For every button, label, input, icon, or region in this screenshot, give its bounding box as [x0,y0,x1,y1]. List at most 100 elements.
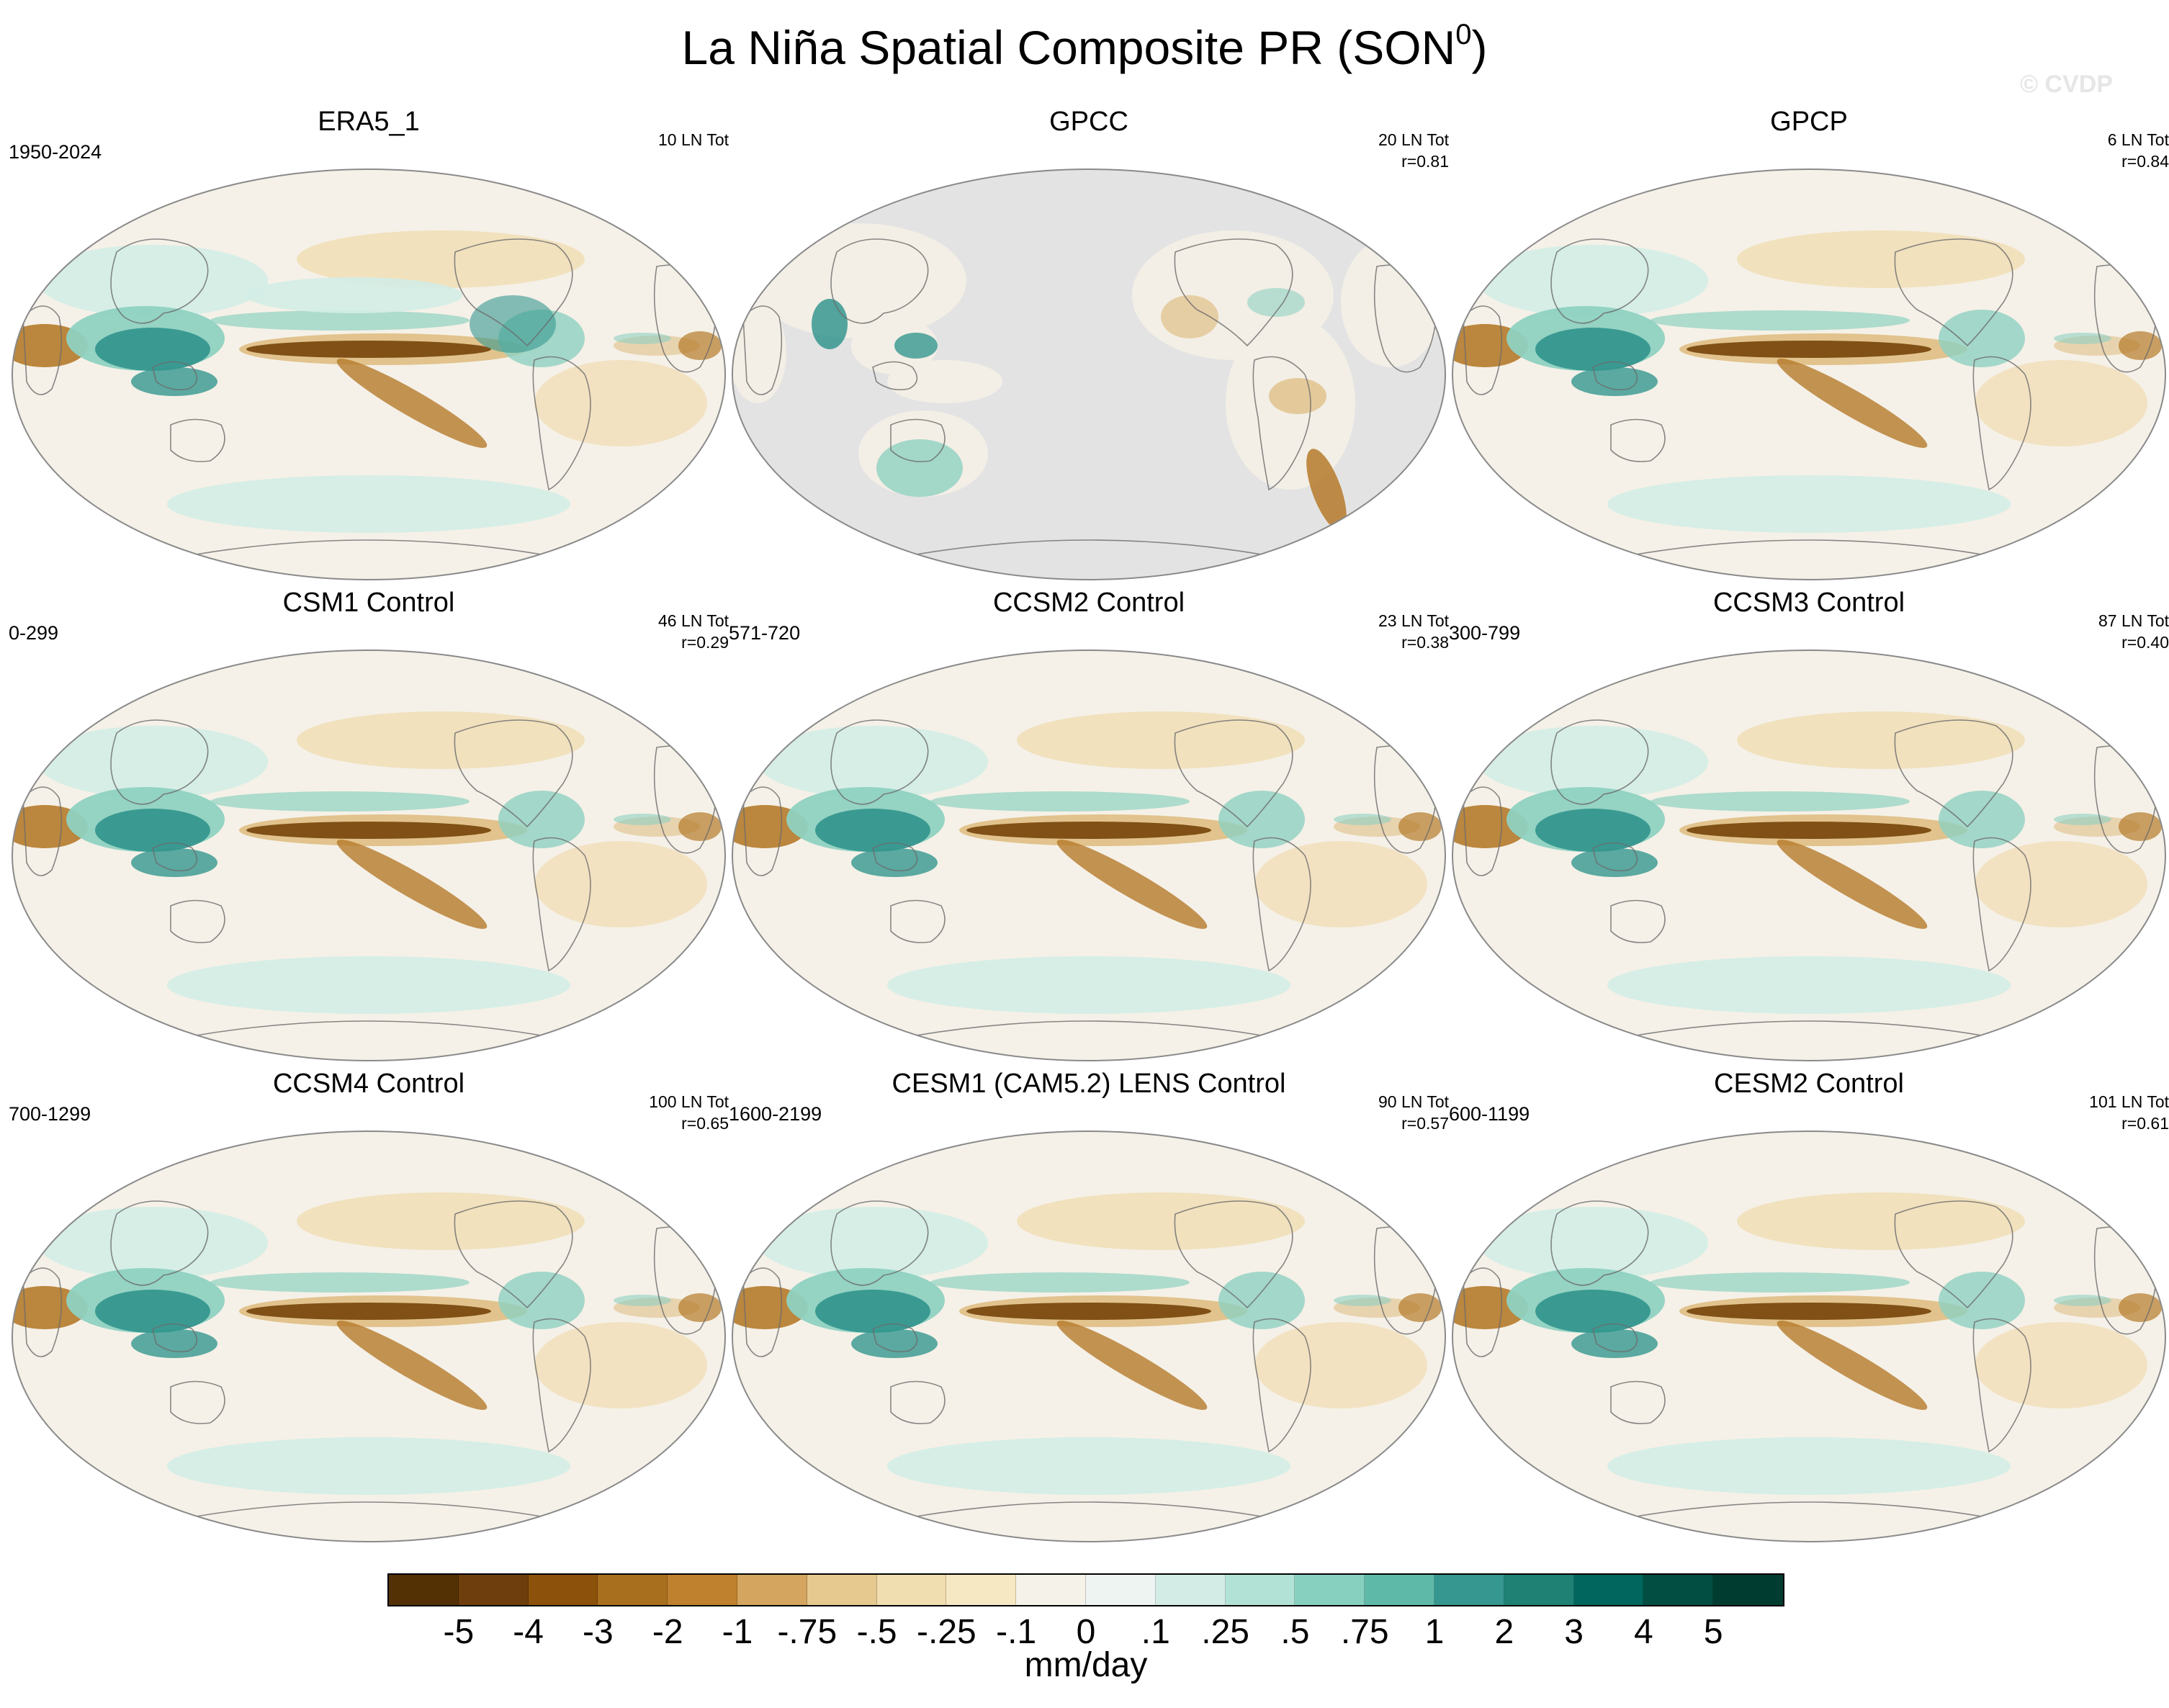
panel-period: 1600-2199 [729,1103,822,1125]
page-title: La Niña Spatial Composite PR (SON0) [0,20,2169,71]
coastline [872,842,918,872]
panel-period: 0-299 [9,622,59,644]
map-outline [12,168,726,580]
negative-anomaly [1306,449,1347,531]
la-nina-event-count: 87 LN Tot [2098,611,2169,630]
precip-anomaly-field [1452,711,2162,1036]
colorbar-swatch [1504,1575,1574,1605]
negative-anomaly [1737,1192,2025,1250]
map-panel: ERA5_1 1950-2024 10 LN Tot [9,108,729,583]
coastline [195,1020,542,1036]
positive-anomaly [1334,814,1391,825]
coastline [1592,842,1638,872]
colorbar-swatches [387,1573,1784,1606]
panel-title: CCSM3 Control [1712,588,1905,618]
colorbar-tick-label: -.25 [917,1613,976,1651]
map-outline [732,1131,1446,1542]
colorbar-swatch [1016,1575,1086,1605]
coastline [915,1020,1262,1036]
coastline [532,356,591,491]
colorbar-tick-label: 4 [1634,1613,1653,1651]
colorbar-swatch [1225,1575,1295,1605]
colorbar-tick-labels: -5 -4 -3 -2 -1 -.75 -.5 -.25 -.1 0 .1 .25 .5 .75 1 2 3 4 5 [387,1606,1784,1651]
land-region [732,302,786,403]
positive-anomaly [95,328,210,371]
positive-anomaly [887,956,1290,1014]
positive-anomaly [470,295,556,353]
colorbar-tick-label: -4 [513,1613,544,1651]
coastline [1463,305,1503,395]
coastline [195,1501,542,1517]
map-panel: CSM1 Control 0-299 46 LN Tot r=0.29 [9,589,729,1064]
map-outline [1452,168,2166,580]
colorbar-tick-label: -.75 [777,1613,837,1651]
la-nina-event-count: 6 LN Tot [2107,130,2169,149]
colorbar-units: mm/day [1024,1646,1148,1684]
positive-anomaly [37,1207,268,1279]
coastline [1894,719,2013,828]
negative-anomaly [1398,812,1442,841]
panel-title: CSM1 Control [282,588,455,618]
robinson-map [12,650,726,1061]
page-title-superscript: 0 [1455,19,1472,50]
panel-stats: 46 LN Tot r=0.29 [658,611,729,654]
positive-anomaly [498,1272,585,1329]
coastline [454,238,573,347]
negative-anomaly [732,805,808,848]
colorbar-swatch [528,1575,598,1605]
coastline [532,837,591,972]
colorbar-swatch [1434,1575,1504,1605]
coastline [152,842,198,872]
negative-anomaly [1254,1322,1427,1408]
colorbar: -5 -4 -3 -2 -1 -.75 -.5 -.25 -.1 0 .1 .25 .5 .75 1 2 3 4 5 [387,1573,1784,1651]
map-panel: GPCP 6 LN Tot r=0.84 [1449,108,2169,583]
negative-anomaly [297,230,585,288]
positive-anomaly [131,367,217,396]
coastline [1972,356,2031,491]
map-panel: CCSM4 Control 700-1299 100 LN Tot r=0.65 [9,1070,729,1545]
coastline [742,1267,783,1357]
coastline [1635,1020,1982,1036]
positive-anomaly [894,333,938,359]
land-region [750,223,966,338]
pattern-correlation: r=0.38 [1401,632,1449,652]
negative-anomaly [2119,812,2162,841]
positive-anomaly [851,1329,938,1358]
positive-anomaly [614,333,671,344]
map-outline [1452,650,2166,1061]
robinson-map [732,1131,1446,1542]
coastline [915,1501,1262,1517]
positive-anomaly [95,809,210,852]
positive-anomaly [1651,791,1910,812]
coastline [915,539,1262,555]
positive-anomaly [246,277,462,313]
colorbar-swatch [598,1575,668,1605]
positive-anomaly [1478,245,1708,317]
coastline [830,719,929,805]
panel-title: GPCP [1770,107,1848,137]
colorbar-tick-label: 3 [1564,1613,1584,1651]
colorbar-tick-label: .25 [1201,1613,1249,1651]
colorbar-tick-label: 5 [1703,1613,1723,1651]
colorbar-swatch [1713,1575,1783,1605]
positive-anomaly [2054,1295,2111,1306]
negative-anomaly [1452,324,1528,367]
negative-anomaly [1398,1293,1442,1322]
robinson-map [732,650,1446,1061]
coastline [1463,1267,1503,1357]
panel-stats: 101 LN Tot r=0.61 [2089,1092,2169,1135]
coastline [872,1323,918,1353]
map-panel: CESM1 (CAM5.2) LENS Control 1600-2199 90 L… [729,1070,1449,1545]
la-nina-event-count: 101 LN Tot [2089,1092,2169,1111]
positive-anomaly [37,726,268,798]
coastline [872,361,918,391]
positive-anomaly [131,1329,217,1358]
robinson-map [732,168,1446,580]
map-outline [12,650,726,1061]
coastline [110,719,209,805]
coastline [1894,238,2013,347]
positive-anomaly [930,791,1190,812]
coastline [830,238,929,324]
negative-anomaly [534,841,707,927]
negative-anomaly [534,360,707,446]
